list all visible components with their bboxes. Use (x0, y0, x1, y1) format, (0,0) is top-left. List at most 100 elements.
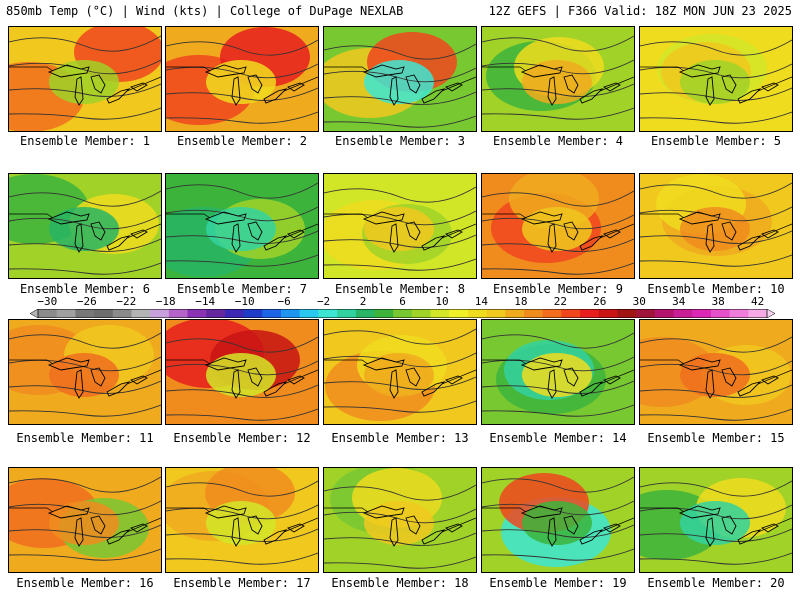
height-contour-line (9, 332, 161, 349)
colorbar-segment (112, 309, 132, 318)
colorbar-segment (38, 309, 58, 318)
border-line (9, 66, 161, 92)
colorbar-segment (393, 309, 413, 318)
border-line (9, 359, 161, 385)
great-lakes-outline (47, 211, 148, 253)
ensemble-member-map (323, 173, 477, 279)
height-contour-line (9, 238, 161, 252)
colorbar-tick-label: −2 (316, 295, 331, 308)
height-contour-line (324, 67, 476, 83)
height-contour-line (324, 376, 476, 390)
height-contour-line (482, 238, 634, 252)
height-contour-line (640, 480, 792, 497)
height-contour-line (9, 380, 161, 394)
temperature-contour-region (522, 501, 592, 545)
height-contour-line (640, 182, 792, 199)
height-contour-line (640, 254, 792, 267)
height-contour-line (9, 524, 161, 538)
height-contour-line (9, 404, 161, 417)
border-line (9, 213, 161, 239)
temperature-map (640, 320, 792, 424)
height-contour-line (166, 384, 318, 398)
temperature-map (324, 468, 476, 572)
height-contour-line (482, 83, 634, 97)
colorbar-segment (56, 309, 76, 318)
great-lakes-outline (678, 64, 779, 106)
great-lakes-outline (204, 211, 305, 253)
height-contour-line (324, 91, 476, 105)
border-line (640, 66, 792, 92)
colorbar-tick-label: −10 (234, 295, 255, 308)
ensemble-member-map (481, 173, 635, 279)
height-contour-line (482, 548, 634, 561)
colorbar-segment (505, 309, 525, 318)
ensemble-member-caption: Ensemble Member: 4 (492, 134, 624, 148)
height-contour-line (324, 234, 476, 248)
great-lakes-outline (520, 357, 621, 399)
colorbar-segment (654, 309, 675, 318)
temperature-contour-region (680, 207, 750, 251)
border-line (166, 359, 318, 385)
height-contour-line (166, 254, 318, 267)
height-contour-line (640, 39, 792, 56)
colorbar-segment (710, 309, 731, 318)
colorbar-segment (467, 309, 488, 318)
colorbar-segment (561, 309, 581, 318)
height-contour-line (482, 380, 634, 394)
height-contour-line (324, 484, 476, 501)
height-contour-line (640, 206, 792, 222)
great-lakes-outline (362, 357, 463, 399)
height-contour-line (640, 384, 792, 398)
ensemble-member-caption: Ensemble Member: 2 (176, 134, 308, 148)
temperature-map (482, 320, 634, 424)
border-line (640, 507, 792, 533)
height-contour-line (9, 59, 161, 75)
height-contour-line (324, 210, 476, 226)
height-contour-line (166, 39, 318, 56)
border-line (324, 66, 476, 92)
ensemble-member-map (639, 467, 793, 573)
height-contour-line (9, 356, 161, 372)
colorbar-segment (411, 309, 432, 318)
height-contour-line (482, 214, 634, 230)
colorbar-segment (243, 309, 263, 318)
colorbar-max-arrow (766, 309, 775, 318)
great-lakes-outline (204, 505, 305, 547)
colorbar-segment (524, 309, 544, 318)
temperature-map (482, 468, 634, 572)
colorbar-tick-label: −22 (116, 295, 137, 308)
height-contour-line (324, 43, 476, 60)
colorbar-segment (187, 309, 207, 318)
ensemble-member-caption: Ensemble Member: 18 (331, 576, 469, 590)
height-contour-line (482, 190, 634, 207)
height-contour-line (324, 328, 476, 345)
great-lakes-outline (47, 357, 148, 399)
height-contour-line (9, 476, 161, 493)
height-contour-line (482, 35, 634, 52)
height-contour-line (166, 408, 318, 421)
ensemble-member-caption: Ensemble Member: 8 (334, 282, 466, 296)
ensemble-member-caption: Ensemble Member: 13 (331, 431, 469, 445)
height-contour-line (482, 59, 634, 75)
height-contour-line (9, 500, 161, 516)
height-contour-line (482, 262, 634, 275)
height-contour-line (166, 504, 318, 520)
border-line (640, 213, 792, 239)
colorbar-tick-labels: −30 −26 −22 −18 −14 −10 −6 −2 2 6 10 14 18 22 26 30 34 38… (0, 296, 800, 309)
height-contour-line (482, 500, 634, 516)
valid-time-label: 12Z GEFS | F366 Valid: 18Z MON JUN 23 20… (488, 4, 792, 18)
height-contour-line (640, 336, 792, 353)
colorbar-segment (206, 309, 226, 318)
colorbar-segment (449, 309, 469, 318)
temperature-map (166, 174, 318, 278)
great-lakes-outline (362, 64, 463, 106)
colorbar-tick-label: −18 (155, 295, 176, 308)
temperature-map (640, 27, 792, 131)
colorbar-tick-label: 22 (553, 295, 567, 308)
colorbar-segment (299, 309, 319, 318)
colorbar-tick-label: 42 (751, 295, 765, 308)
ensemble-member-caption: Ensemble Member: 15 (647, 431, 785, 445)
colorbar-tick-label: 26 (593, 295, 607, 308)
ensemble-member-map (8, 319, 162, 425)
border-line (482, 213, 634, 239)
